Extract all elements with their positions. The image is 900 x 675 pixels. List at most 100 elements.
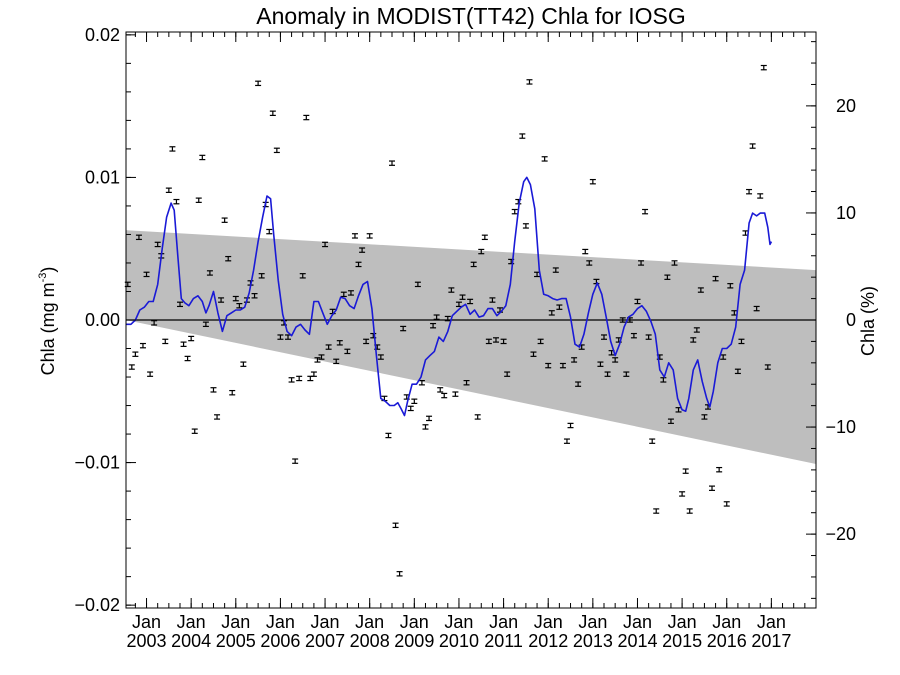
data-point xyxy=(582,248,589,255)
data-point xyxy=(426,415,433,422)
data-point xyxy=(199,154,206,161)
x-tick-label-year: 2011 xyxy=(484,631,523,651)
data-point xyxy=(586,260,593,266)
y-axis-left-label-close: ) xyxy=(38,267,58,273)
data-point xyxy=(180,341,187,347)
y-tick-label: 0.00 xyxy=(85,310,120,330)
x-tick-label-month: Jan xyxy=(757,612,786,632)
data-point xyxy=(623,371,630,377)
data-point xyxy=(277,334,284,340)
data-point xyxy=(422,424,429,430)
y-axis-right-label: Chla (%) xyxy=(858,286,878,356)
x-tick-label-month: Jan xyxy=(311,612,340,632)
data-point xyxy=(649,438,656,444)
data-point xyxy=(492,337,499,343)
y-tick-label: 0.02 xyxy=(85,25,120,45)
data-point xyxy=(709,485,716,491)
data-point xyxy=(214,414,221,420)
data-point xyxy=(619,317,626,323)
y-axis-left-label-superscript: -3 xyxy=(37,273,49,283)
data-point xyxy=(504,371,511,377)
data-point xyxy=(634,298,641,305)
data-point xyxy=(723,501,730,507)
data-point xyxy=(344,348,351,355)
data-point xyxy=(411,398,418,405)
data-point xyxy=(653,508,660,514)
x-tick-label-month: Jan xyxy=(623,612,652,632)
data-point xyxy=(221,217,228,223)
data-point xyxy=(660,377,667,383)
data-point xyxy=(154,241,161,248)
data-point xyxy=(575,381,582,387)
data-point xyxy=(195,197,202,203)
data-point xyxy=(712,275,719,282)
data-point xyxy=(359,247,366,253)
data-point xyxy=(318,354,325,360)
data-point xyxy=(679,491,686,497)
data-point xyxy=(671,260,678,266)
data-point xyxy=(597,361,604,367)
y-axis-left-label: Chla (mg m-3) xyxy=(37,267,58,376)
x-tick-label-month: Jan xyxy=(578,612,607,632)
data-point xyxy=(738,338,745,345)
data-point xyxy=(351,233,358,239)
x-tick-label-year: 2006 xyxy=(260,631,300,651)
data-point xyxy=(734,368,741,375)
data-point xyxy=(162,338,169,345)
data-point xyxy=(667,418,674,424)
data-point xyxy=(366,233,373,239)
data-point xyxy=(470,261,477,268)
data-point xyxy=(478,248,485,255)
data-point xyxy=(385,432,392,439)
data-points-layer xyxy=(124,64,771,577)
data-point xyxy=(500,338,507,345)
data-point xyxy=(258,273,265,279)
x-tick-label-year: 2009 xyxy=(394,631,434,651)
data-point xyxy=(522,223,529,229)
data-point xyxy=(701,414,708,420)
data-point xyxy=(269,110,276,117)
data-point xyxy=(165,187,172,193)
data-point xyxy=(229,389,236,396)
x-tick-label-month: Jan xyxy=(221,612,250,632)
y2-tick-label: −20 xyxy=(825,524,856,544)
data-point xyxy=(128,364,135,370)
data-point xyxy=(147,371,154,377)
data-point xyxy=(642,208,649,215)
data-point xyxy=(169,146,176,152)
x-tick-label-year: 2014 xyxy=(617,631,657,651)
x-tick-label-month: Jan xyxy=(132,612,161,632)
data-point xyxy=(407,405,414,412)
data-point xyxy=(682,468,689,474)
data-point xyxy=(310,371,317,377)
data-point xyxy=(485,338,492,345)
x-tick-label-year: 2016 xyxy=(707,631,747,651)
data-point xyxy=(757,193,764,199)
data-point xyxy=(760,64,767,71)
y-tick-label: −0.01 xyxy=(74,453,120,473)
x-tick-label-year: 2007 xyxy=(305,631,345,651)
data-point xyxy=(716,466,723,473)
data-point xyxy=(218,297,225,303)
data-point xyxy=(693,327,700,333)
data-point xyxy=(135,234,142,241)
data-point xyxy=(448,287,455,293)
y-axis-left-label-text: Chla (mg m xyxy=(38,282,58,375)
data-point xyxy=(132,351,139,357)
data-point xyxy=(340,291,347,298)
data-point xyxy=(690,337,697,343)
data-point xyxy=(400,325,407,332)
data-point xyxy=(430,322,437,329)
x-tick-label-month: Jan xyxy=(489,612,518,632)
x-tick-label-year: 2015 xyxy=(662,631,702,651)
y2-tick-label: 10 xyxy=(836,203,856,223)
data-point xyxy=(377,354,384,360)
trend-band xyxy=(126,230,816,464)
data-point xyxy=(191,428,198,434)
x-tick-label-year: 2017 xyxy=(751,631,791,651)
data-point xyxy=(333,358,340,365)
x-tick-label-year: 2008 xyxy=(350,631,390,651)
data-point xyxy=(292,458,299,464)
data-point xyxy=(511,208,518,215)
data-point xyxy=(151,320,158,326)
